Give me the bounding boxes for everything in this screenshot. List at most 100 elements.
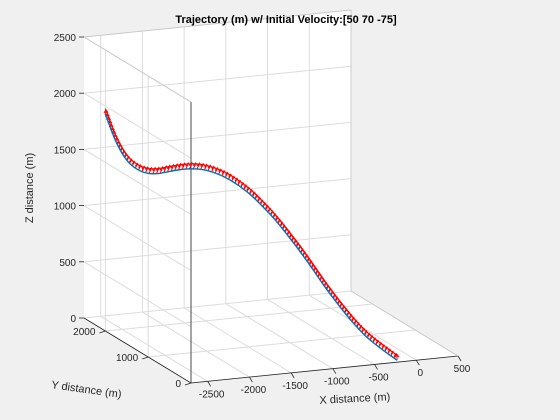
grid-line [83, 121, 352, 150]
axes-panes [84, 10, 458, 383]
velocity-arrow [207, 166, 211, 171]
z-tick-label: 0 [70, 314, 76, 325]
grid-line [83, 205, 192, 272]
velocity-arrowhead [207, 164, 213, 169]
velocity-arrow [203, 165, 208, 171]
velocity-arrowhead [160, 165, 165, 171]
velocity-arrow [200, 164, 204, 170]
velocity-arrowhead [152, 166, 158, 171]
velocity-arrowhead [317, 272, 322, 277]
x-tick-mark [374, 364, 378, 370]
x-axis-ticks: -2500 -2000 -1500 -1000 -500 0 500 [199, 355, 471, 400]
velocity-arrowhead [306, 256, 312, 262]
y-axis-ticks: 0 1000 2000 [73, 327, 192, 390]
velocity-arrowhead [141, 165, 147, 170]
box-edge [83, 9, 352, 38]
velocity-arrowhead [145, 166, 151, 171]
grid-line [83, 148, 192, 215]
velocity-arrowhead [200, 162, 206, 167]
grid-line [225, 303, 334, 370]
chart-title: Trajectory (m) w/ Initial Velocity:[50 7… [175, 14, 397, 26]
velocity-arrow [185, 163, 189, 170]
grid-line [83, 261, 192, 328]
velocity-arrowhead [121, 149, 127, 154]
grid-line [83, 290, 352, 319]
grid-line [100, 315, 208, 382]
box-edge [83, 36, 192, 103]
z-axis-label: Z distance (m) [24, 153, 36, 223]
x-axis-label: X distance (m) [319, 391, 390, 407]
velocity-arrowhead [310, 263, 316, 268]
grid-line [83, 234, 352, 263]
grid-line [267, 299, 375, 365]
velocity-arrow [144, 167, 149, 173]
velocity-arrow [221, 171, 225, 176]
velocity-arrow [163, 166, 167, 173]
x-tick-label: 500 [454, 364, 471, 375]
velocity-arrow [177, 164, 182, 171]
velocity-arrow [234, 179, 238, 184]
velocity-arrow [166, 166, 171, 173]
x-tick-mark [332, 368, 337, 374]
velocity-arrowhead [148, 166, 154, 171]
grid-line [183, 307, 292, 374]
x-tick-label: -2500 [199, 389, 225, 400]
velocity-arrow [174, 164, 178, 171]
velocity-arrowhead [321, 278, 327, 283]
axes-edges [83, 9, 459, 384]
z-tick-label: 2000 [54, 89, 77, 100]
trajectory-line [104, 113, 398, 361]
velocity-arrowhead [315, 269, 320, 274]
x-tick-label: -2000 [241, 385, 267, 396]
x-tick-mark [290, 372, 295, 379]
velocity-arrowhead [204, 163, 210, 168]
velocity-arrowhead [185, 161, 191, 167]
y-tick-mark [99, 330, 106, 334]
x-tick-mark [457, 355, 462, 362]
x-tick-label: -500 [369, 372, 389, 383]
velocity-arrow [214, 168, 218, 174]
velocity-arrowhead [189, 161, 195, 167]
velocity-arrow [218, 169, 222, 175]
velocity-arrow [170, 165, 174, 172]
z-tick-label: 2500 [54, 33, 77, 44]
y-tick-label: 0 [175, 379, 181, 390]
y-tick-label: 2000 [73, 327, 96, 338]
velocity-arrow [141, 167, 145, 172]
x-tick-label: -1000 [324, 377, 350, 388]
grid-line [105, 303, 373, 332]
grid-line [83, 65, 352, 94]
x-tick-mark [249, 376, 253, 383]
velocity-arrowhead [196, 162, 202, 167]
grid-line [83, 92, 192, 159]
velocity-arrowhead [182, 162, 187, 167]
velocity-arrow [148, 168, 152, 174]
velocity-arrowhead [156, 166, 162, 171]
grid-line [148, 329, 416, 358]
y-tick-mark [142, 356, 149, 360]
velocity-arrowhead [394, 353, 400, 358]
x-axis-line [190, 355, 459, 384]
velocity-arrow [155, 168, 160, 174]
velocity-arrow [189, 163, 193, 170]
velocity-arrow [138, 165, 142, 171]
velocity-arrow [196, 163, 200, 170]
velocity-arrow [152, 168, 156, 174]
velocity-arrowhead [304, 253, 310, 259]
velocity-arrowhead [312, 266, 318, 271]
z-tick-label: 1500 [54, 145, 77, 156]
velocity-arrow [181, 163, 185, 170]
x-tick-mark [415, 360, 420, 366]
y-tick-label: 1000 [116, 353, 139, 364]
velocity-arrow [159, 167, 163, 174]
velocity-arrowhead [319, 275, 325, 280]
grid-line [142, 311, 250, 378]
z-axis-ticks: 0 500 1000 1500 2000 2500 [54, 33, 84, 325]
box-edge [350, 290, 459, 357]
velocity-arrow [211, 167, 215, 172]
velocity-arrowhead [308, 260, 314, 265]
x-tick-label: 0 [418, 368, 424, 379]
z-tick-label: 500 [59, 258, 76, 269]
y-axis-line [83, 317, 192, 384]
